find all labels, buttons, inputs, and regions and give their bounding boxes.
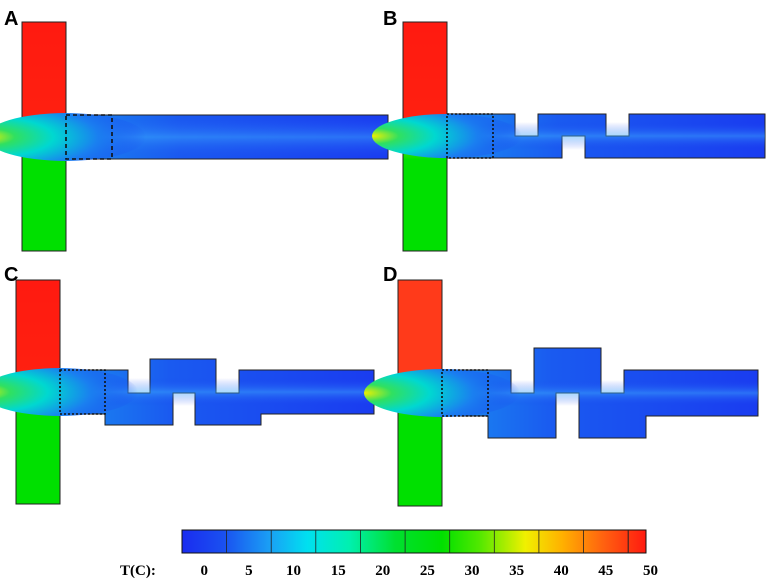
colorbar-dividers <box>226 530 629 553</box>
mixing-zone-box-c <box>59 369 106 415</box>
panel-a: A <box>0 8 389 252</box>
colorbar-tick-labels: 0 5 10 15 20 25 30 35 40 45 50 <box>201 563 658 579</box>
colorbar-title: T(C): <box>120 563 156 579</box>
channel-b <box>372 113 766 159</box>
colorbar-tick-15: 15 <box>331 563 346 579</box>
colorbar-tick-30: 30 <box>465 563 480 579</box>
colorbar: T(C): 0 5 10 15 20 25 30 35 40 45 50 <box>120 529 658 579</box>
panel-label-d: D <box>383 264 397 286</box>
panel-label-b: B <box>383 8 397 30</box>
colorbar-gradient <box>181 529 647 554</box>
colorbar-tick-10: 10 <box>286 563 301 579</box>
panel-b: B <box>372 8 766 252</box>
panel-label-c: C <box>4 264 18 286</box>
panel-d: D <box>364 264 759 507</box>
colorbar-tick-45: 45 <box>598 563 613 579</box>
colorbar-tick-5: 5 <box>245 563 253 579</box>
panel-c: C <box>0 264 375 505</box>
colorbar-tick-40: 40 <box>554 563 569 579</box>
mixing-zone-box-d <box>441 369 489 417</box>
colorbar-tick-35: 35 <box>509 563 524 579</box>
colorbar-tick-50: 50 <box>643 563 658 579</box>
mixing-zone-box-b <box>446 113 494 159</box>
panel-label-a: A <box>4 8 18 30</box>
channel-a <box>0 113 389 161</box>
colorbar-tick-25: 25 <box>420 563 435 579</box>
colorbar-tick-20: 20 <box>375 563 390 579</box>
channel-c <box>0 358 375 426</box>
mixing-zone-box-a <box>65 114 113 160</box>
colorbar-tick-0: 0 <box>201 563 209 579</box>
